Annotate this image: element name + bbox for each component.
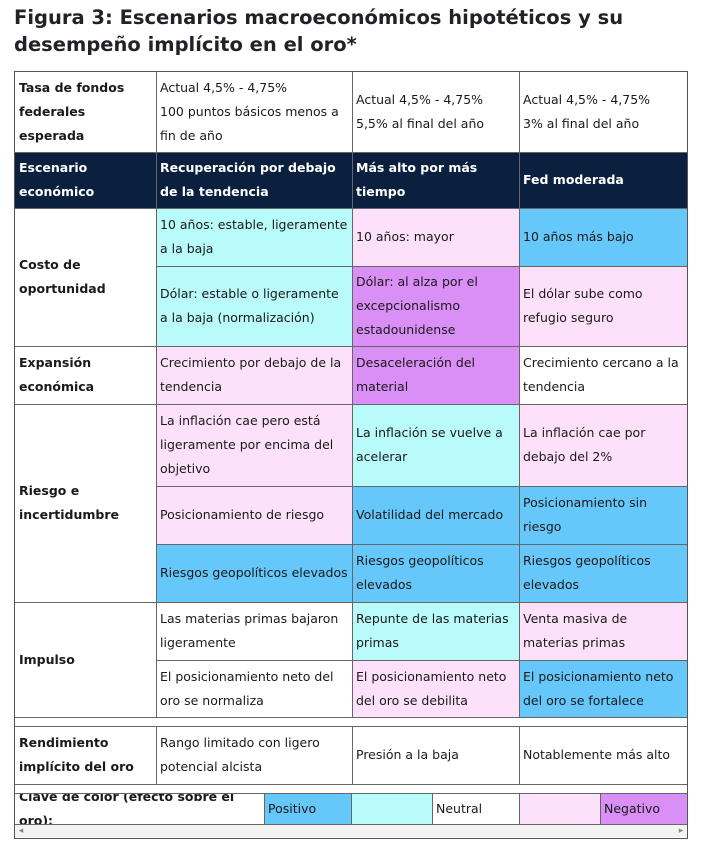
rate-cell-2: Actual 4,5% - 4,75% 5,5% al final del añ… bbox=[352, 72, 519, 152]
mom-r1-c1: Las materias primas bajaron ligeramente bbox=[156, 602, 352, 660]
grid-line bbox=[519, 726, 520, 784]
header-col-3: Fed moderada bbox=[519, 152, 687, 208]
row-label-rate: Tasa de fondos federales esperada bbox=[19, 80, 125, 143]
risk-r2-c2: Volatilidad del mercado bbox=[352, 486, 519, 544]
header-col-1: Recuperación por debajo de la tendencia bbox=[156, 152, 352, 208]
grid-line bbox=[15, 717, 687, 718]
opp-r1-c1: 10 años: estable, ligeramente a la baja bbox=[156, 208, 352, 266]
grid-line bbox=[352, 72, 353, 717]
rate-cell-1: Actual 4,5% - 4,75% 100 puntos básicos m… bbox=[156, 72, 352, 152]
risk-r1-c3: La inflación cae por debajo del 2% bbox=[519, 404, 687, 486]
horizontal-scrollbar[interactable] bbox=[15, 825, 687, 837]
scroll-right-icon[interactable]: ▸ bbox=[678, 826, 684, 836]
grid-line bbox=[432, 793, 433, 824]
opp-r2-c1: Dólar: estable o ligeramente a la baja (… bbox=[156, 266, 352, 346]
page-title: Figura 3: Escenarios macroeconómicos hip… bbox=[14, 6, 624, 56]
scenario-table bbox=[14, 71, 688, 839]
grid-line bbox=[156, 726, 157, 784]
grid-line bbox=[264, 793, 265, 824]
row-label-opportunity: Costo de oportunidad bbox=[19, 257, 106, 296]
row-label-expansion: Expansión económica bbox=[19, 355, 95, 394]
legend-neutral-negative bbox=[519, 793, 600, 824]
scroll-left-icon[interactable]: ◂ bbox=[18, 826, 24, 836]
opp-r2-c3: El dólar sube como refugio seguro bbox=[519, 266, 687, 346]
row-label-implied: Rendimiento implícito del oro bbox=[19, 735, 134, 774]
risk-r1-c2: La inflación se vuelve a acelerar bbox=[352, 404, 519, 486]
risk-r2-c1: Posicionamiento de riesgo bbox=[156, 486, 352, 544]
rate-cell-1-line-2: 100 puntos básicos menos a fin de año bbox=[160, 104, 339, 143]
risk-r3-c2: Riesgos geopolíticos elevados bbox=[352, 544, 519, 602]
risk-r3-c3: Riesgos geopolíticos elevados bbox=[519, 544, 687, 602]
mom-r1-c2: Repunte de las materias primas bbox=[352, 602, 519, 660]
mom-r2-c3: El posicionamiento neto del oro se forta… bbox=[519, 660, 687, 717]
opp-r1-c2: 10 años: mayor bbox=[352, 208, 519, 266]
grid-line bbox=[156, 72, 157, 717]
grid-line bbox=[519, 793, 520, 824]
impl-c3: Notablemente más alto bbox=[523, 747, 671, 762]
rate-cell-2-line-2: 5,5% al final del año bbox=[356, 116, 485, 131]
grid-line bbox=[15, 208, 687, 209]
grid-line bbox=[156, 660, 687, 661]
exp-r1-c2: Desaceleración del material bbox=[352, 346, 519, 404]
opp-r1-c3: 10 años más bajo bbox=[519, 208, 687, 266]
grid-line bbox=[15, 784, 687, 785]
mom-r2-c1: El posicionamiento neto del oro se norma… bbox=[156, 660, 352, 717]
rate-cell-3-line-2: 3% al final del año bbox=[523, 116, 640, 131]
grid-line bbox=[156, 266, 687, 267]
grid-line bbox=[600, 793, 601, 824]
rate-cell-3: Actual 4,5% - 4,75% 3% al final del año bbox=[519, 72, 687, 152]
rate-cell-2-line-1: Actual 4,5% - 4,75% bbox=[356, 92, 484, 107]
impl-c1: Rango limitado con ligero potencial alci… bbox=[160, 735, 320, 774]
grid-line bbox=[15, 726, 687, 727]
grid-line bbox=[156, 486, 687, 487]
grid-line bbox=[15, 346, 687, 347]
row-label-momentum: Impulso bbox=[19, 651, 75, 667]
legend-neutral-positive bbox=[351, 793, 432, 824]
grid-line bbox=[156, 544, 687, 545]
grid-line bbox=[15, 602, 687, 603]
grid-line bbox=[519, 72, 520, 717]
impl-c2: Presión a la baja bbox=[356, 747, 459, 762]
mom-r1-c3: Venta masiva de materias primas bbox=[519, 602, 687, 660]
grid-line bbox=[351, 793, 352, 824]
header-scenario: Escenario económico bbox=[15, 152, 156, 208]
legend-positive: Positivo bbox=[264, 793, 351, 824]
row-label-risk: Riesgo e incertidumbre bbox=[19, 483, 119, 522]
grid-line bbox=[352, 726, 353, 784]
rate-cell-3-line-1: Actual 4,5% - 4,75% bbox=[523, 92, 651, 107]
grid-line bbox=[15, 152, 687, 153]
legend-label: Clave de color (efecto sobre el oro): bbox=[19, 793, 235, 824]
opp-r2-c2: Dólar: al alza por el excepcionalismo es… bbox=[352, 266, 519, 346]
grid-line bbox=[15, 404, 687, 405]
header-col-2: Más alto por más tiempo bbox=[352, 152, 519, 208]
grid-line bbox=[15, 824, 687, 825]
exp-r1-c3: Crecimiento cercano a la tendencia bbox=[519, 346, 687, 404]
mom-r2-c2: El posicionamiento neto del oro se debil… bbox=[352, 660, 519, 717]
legend-negative: Negativo bbox=[600, 793, 687, 824]
rate-cell-1-line-1: Actual 4,5% - 4,75% bbox=[160, 80, 288, 95]
risk-r3-c1: Riesgos geopolíticos elevados bbox=[156, 544, 352, 602]
risk-r1-c1: La inflación cae pero está ligeramente p… bbox=[156, 404, 352, 486]
exp-r1-c1: Crecimiento por debajo de la tendencia bbox=[156, 346, 352, 404]
risk-r2-c3: Posicionamiento sin riesgo bbox=[519, 486, 687, 544]
legend-neutral: Neutral bbox=[432, 793, 519, 824]
